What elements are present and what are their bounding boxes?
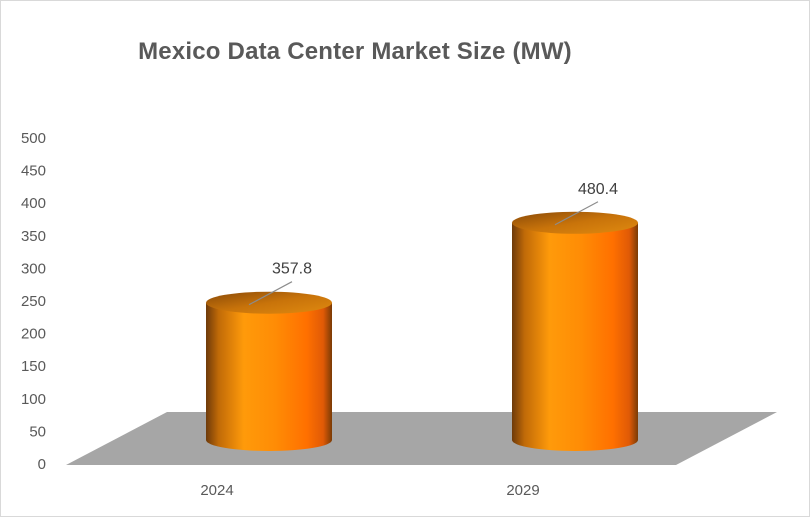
y-tick-label: 400 — [21, 195, 46, 212]
data-label: 480.4 — [578, 181, 618, 198]
y-tick-label: 450 — [21, 163, 46, 180]
bar-top — [206, 291, 332, 314]
data-label: 357.8 — [272, 261, 312, 278]
y-tick-label: 350 — [21, 228, 46, 245]
data-label-leader — [554, 201, 599, 226]
y-tick-label: 200 — [21, 326, 46, 343]
y-tick-label: 150 — [21, 358, 46, 375]
x-tick-label: 2024 — [200, 482, 233, 499]
y-tick-label: 50 — [29, 423, 46, 440]
y-tick-label: 500 — [21, 130, 46, 147]
data-label-leader — [248, 281, 293, 306]
y-tick-label: 0 — [38, 456, 46, 473]
bar-body — [206, 302, 332, 451]
x-axis-ticks: 2024 2029 — [200, 482, 539, 499]
x-tick-label: 2029 — [506, 482, 539, 499]
chart-title: Mexico Data Center Market Size (MW) — [138, 38, 572, 65]
bar-2024: 357.8 — [206, 261, 332, 451]
bar-body — [512, 222, 638, 451]
chart-floor — [66, 412, 777, 465]
bar-top — [512, 211, 638, 234]
bar-2029: 480.4 — [512, 181, 638, 451]
y-tick-label: 250 — [21, 293, 46, 310]
y-tick-label: 300 — [21, 260, 46, 277]
y-axis-ticks: 0 50 100 150 200 250 300 350 400 450 500 — [21, 130, 46, 473]
y-tick-label: 100 — [21, 391, 46, 408]
bars: 357.8 480.4 — [206, 181, 638, 451]
